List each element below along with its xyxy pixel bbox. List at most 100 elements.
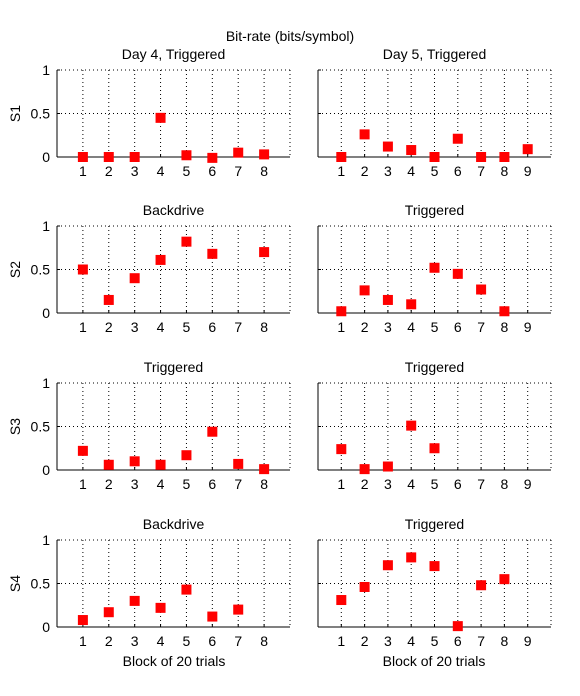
x-tick-label: 5 — [431, 319, 439, 335]
x-tick-label: 7 — [477, 163, 485, 179]
data-point — [103, 459, 114, 470]
x-tick-label: 1 — [79, 319, 87, 335]
x-tick-label: 1 — [79, 476, 87, 492]
data-point — [181, 236, 192, 247]
x-tick-label: 4 — [407, 476, 415, 492]
data-point — [429, 152, 440, 162]
x-tick-label: 8 — [501, 319, 509, 335]
x-tick-label: 4 — [407, 633, 415, 649]
subplot-title: Day 4, Triggered — [122, 46, 226, 62]
data-point — [77, 264, 88, 275]
subplot-6: 1 2 3 4 5 6 7 8 9 Triggered — [317, 359, 552, 492]
subplot-4: 1 2 3 4 5 6 7 8 9 Triggered — [317, 202, 552, 335]
data-point — [382, 141, 393, 152]
x-axis-label-left: Block of 20 trials — [123, 653, 226, 669]
data-point — [233, 604, 244, 615]
x-tick-label: 8 — [501, 163, 509, 179]
x-tick-label: 5 — [431, 163, 439, 179]
x-tick-label: 4 — [157, 163, 165, 179]
data-point — [129, 152, 140, 162]
x-tick-label: 3 — [384, 163, 392, 179]
y-axis-label: S3 — [7, 418, 23, 435]
y-tick-label: 1 — [42, 62, 50, 78]
subplot-title: Triggered — [405, 359, 464, 375]
x-tick-label: 2 — [105, 319, 113, 335]
subplot-title: Triggered — [405, 516, 464, 532]
data-point — [207, 248, 218, 259]
x-tick-label: 6 — [454, 319, 462, 335]
data-point — [476, 152, 487, 162]
data-point — [382, 560, 393, 571]
x-tick-label: 3 — [384, 633, 392, 649]
subplot-title: Backdrive — [143, 202, 205, 218]
data-point — [429, 443, 440, 454]
x-tick-label: 7 — [234, 476, 242, 492]
x-tick-label: 4 — [157, 476, 165, 492]
y-tick-label: 1 — [42, 532, 50, 548]
data-point — [77, 445, 88, 456]
x-tick-label: 2 — [361, 476, 369, 492]
x-tick-label: 1 — [337, 163, 345, 179]
subplot-title: Triggered — [144, 359, 203, 375]
data-point — [259, 464, 270, 475]
y-axis-label: S4 — [7, 575, 23, 592]
figure-suptitle: Bit-rate (bits/symbol) — [226, 28, 354, 44]
x-tick-label: 6 — [208, 319, 216, 335]
x-tick-label: 9 — [524, 319, 532, 335]
x-tick-label: 8 — [260, 319, 268, 335]
x-tick-label: 5 — [183, 476, 191, 492]
x-tick-label: 8 — [260, 633, 268, 649]
x-tick-label: 1 — [337, 633, 345, 649]
data-point — [207, 426, 218, 437]
y-tick-label: 0 — [42, 149, 50, 165]
y-tick-label: 0 — [42, 462, 50, 478]
data-point — [406, 552, 417, 563]
x-tick-label: 4 — [407, 163, 415, 179]
x-tick-label: 8 — [501, 476, 509, 492]
x-tick-label: 3 — [384, 319, 392, 335]
data-point — [429, 262, 440, 273]
x-tick-label: 2 — [361, 319, 369, 335]
x-tick-label: 7 — [477, 319, 485, 335]
data-point — [77, 152, 88, 162]
y-tick-label: 0.5 — [31, 262, 51, 278]
data-point — [155, 254, 166, 265]
x-tick-label: 2 — [361, 633, 369, 649]
data-point — [155, 112, 166, 123]
data-point — [336, 152, 347, 162]
data-point — [452, 268, 463, 279]
x-tick-label: 6 — [208, 476, 216, 492]
x-tick-label: 8 — [260, 163, 268, 179]
y-tick-label: 0 — [42, 619, 50, 635]
data-point — [359, 581, 370, 592]
data-point — [359, 285, 370, 296]
data-point — [181, 450, 192, 461]
data-point — [452, 133, 463, 144]
x-tick-label: 1 — [337, 319, 345, 335]
x-tick-label: 1 — [79, 163, 87, 179]
x-tick-label: 8 — [260, 476, 268, 492]
y-tick-label: 0 — [42, 305, 50, 321]
x-axis-label-right: Block of 20 trials — [383, 653, 486, 669]
data-point — [103, 152, 114, 162]
data-point — [181, 584, 192, 595]
data-point — [336, 595, 347, 606]
y-axis-label: S1 — [7, 105, 23, 122]
data-point — [476, 580, 487, 591]
x-tick-label: 7 — [234, 319, 242, 335]
data-point — [382, 294, 393, 305]
x-tick-label: 7 — [234, 163, 242, 179]
x-tick-label: 1 — [337, 476, 345, 492]
data-point — [155, 459, 166, 470]
data-point — [207, 611, 218, 622]
x-tick-label: 8 — [501, 633, 509, 649]
x-tick-label: 6 — [454, 163, 462, 179]
x-tick-label: 4 — [407, 319, 415, 335]
subplot-1: 1 2 3 4 5 6 7 8 0 0.5 1 Day 4, Triggered S1 — [7, 46, 291, 179]
data-point — [259, 247, 270, 258]
subplot-2: 1 2 3 4 5 6 7 8 9 Day 5, Triggered — [317, 46, 552, 179]
subplot-3: 1 2 3 4 5 6 7 8 0 0.5 1 Backdrive S2 — [7, 202, 291, 335]
data-point — [336, 444, 347, 455]
